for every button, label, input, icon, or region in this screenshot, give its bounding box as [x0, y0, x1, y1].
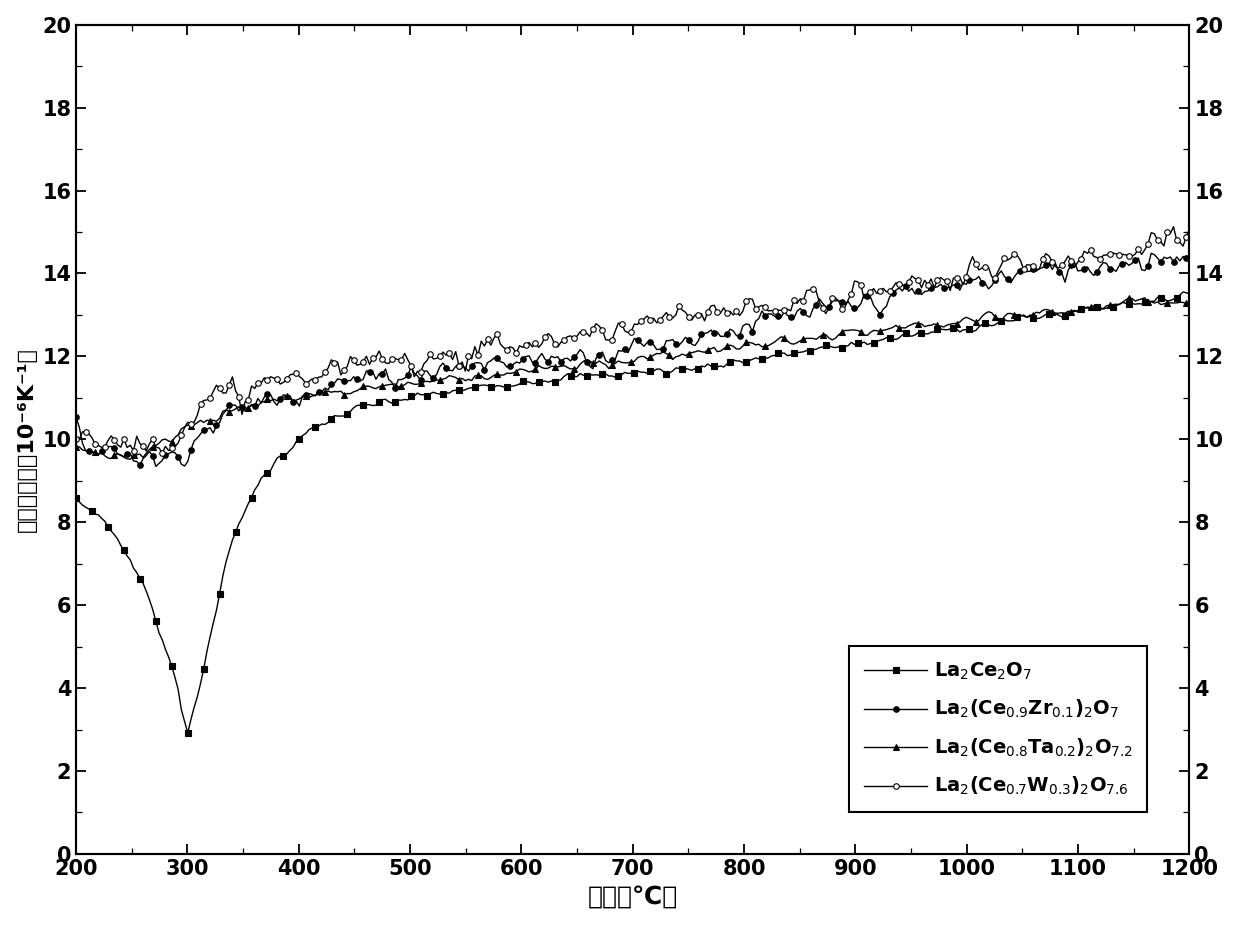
La$_2$(Ce$_{0.8}$Ta$_{0.2}$)$_2$O$_{7.2}$	[68, 442, 83, 453]
La$_2$Ce$_2$O$_7$	[585, 369, 600, 380]
Line: La$_2$Ce$_2$O$_7$: La$_2$Ce$_2$O$_7$	[73, 290, 1192, 735]
La$_2$Ce$_2$O$_7$	[368, 400, 383, 411]
La$_2$Ce$_2$O$_7$	[180, 727, 195, 738]
La$_2$(Ce$_{0.7}$W$_{0.3}$)$_2$O$_{7.6}$	[585, 323, 600, 334]
La$_2$(Ce$_{0.8}$Ta$_{0.2}$)$_2$O$_{7.2}$	[123, 453, 138, 464]
La$_2$Ce$_2$O$_7$	[68, 493, 83, 504]
La$_2$(Ce$_{0.7}$W$_{0.3}$)$_2$O$_{7.6}$	[1166, 221, 1180, 232]
La$_2$(Ce$_{0.7}$W$_{0.3}$)$_2$O$_{7.6}$	[155, 448, 170, 459]
La$_2$(Ce$_{0.8}$Ta$_{0.2}$)$_2$O$_{7.2}$	[665, 354, 680, 365]
La$_2$(Ce$_{0.7}$W$_{0.3}$)$_2$O$_{7.6}$	[368, 352, 383, 363]
La$_2$(Ce$_{0.9}$Zr$_{0.1}$)$_2$O$_7$	[1182, 249, 1197, 260]
La$_2$(Ce$_{0.8}$Ta$_{0.2}$)$_2$O$_{7.2}$	[729, 343, 744, 354]
Y-axis label: 热膨胀系数（10⁻⁶K⁻¹）: 热膨胀系数（10⁻⁶K⁻¹）	[16, 347, 37, 532]
La$_2$(Ce$_{0.8}$Ta$_{0.2}$)$_2$O$_{7.2}$	[368, 383, 383, 394]
La$_2$(Ce$_{0.9}$Zr$_{0.1}$)$_2$O$_7$	[68, 412, 83, 423]
La$_2$(Ce$_{0.9}$Zr$_{0.1}$)$_2$O$_7$	[665, 334, 680, 345]
La$_2$(Ce$_{0.9}$Zr$_{0.1}$)$_2$O$_7$	[585, 364, 600, 375]
La$_2$Ce$_2$O$_7$	[665, 365, 680, 376]
Legend: La$_2$Ce$_2$O$_7$, La$_2$(Ce$_{0.9}$Zr$_{0.1}$)$_2$O$_7$, La$_2$(Ce$_{0.8}$Ta$_{: La$_2$Ce$_2$O$_7$, La$_2$(Ce$_{0.9}$Zr$_…	[849, 646, 1147, 812]
La$_2$(Ce$_{0.9}$Zr$_{0.1}$)$_2$O$_7$	[149, 461, 164, 472]
La$_2$(Ce$_{0.7}$W$_{0.3}$)$_2$O$_{7.6}$	[68, 434, 83, 445]
La$_2$Ce$_2$O$_7$	[1182, 289, 1197, 300]
La$_2$Ce$_2$O$_7$	[1137, 296, 1152, 307]
La$_2$(Ce$_{0.8}$Ta$_{0.2}$)$_2$O$_{7.2}$	[1137, 292, 1152, 303]
La$_2$Ce$_2$O$_7$	[729, 355, 744, 366]
La$_2$Ce$_2$O$_7$	[1169, 292, 1184, 303]
La$_2$Ce$_2$O$_7$	[1176, 287, 1190, 298]
La$_2$(Ce$_{0.7}$W$_{0.3}$)$_2$O$_{7.6}$	[1182, 223, 1197, 234]
La$_2$(Ce$_{0.9}$Zr$_{0.1}$)$_2$O$_7$	[1143, 248, 1158, 259]
Line: La$_2$(Ce$_{0.9}$Zr$_{0.1}$)$_2$O$_7$: La$_2$(Ce$_{0.9}$Zr$_{0.1}$)$_2$O$_7$	[73, 251, 1192, 469]
La$_2$(Ce$_{0.7}$W$_{0.3}$)$_2$O$_{7.6}$	[665, 313, 680, 324]
Line: La$_2$(Ce$_{0.8}$Ta$_{0.2}$)$_2$O$_{7.2}$: La$_2$(Ce$_{0.8}$Ta$_{0.2}$)$_2$O$_{7.2}…	[73, 295, 1192, 462]
La$_2$(Ce$_{0.7}$W$_{0.3}$)$_2$O$_{7.6}$	[729, 305, 744, 316]
La$_2$(Ce$_{0.9}$Zr$_{0.1}$)$_2$O$_7$	[729, 330, 744, 341]
La$_2$(Ce$_{0.8}$Ta$_{0.2}$)$_2$O$_{7.2}$	[1141, 297, 1156, 308]
La$_2$(Ce$_{0.7}$W$_{0.3}$)$_2$O$_{7.6}$	[1173, 237, 1188, 248]
X-axis label: 温度（℃）: 温度（℃）	[588, 884, 678, 908]
Line: La$_2$(Ce$_{0.7}$W$_{0.3}$)$_2$O$_{7.6}$: La$_2$(Ce$_{0.7}$W$_{0.3}$)$_2$O$_{7.6}$	[73, 224, 1192, 456]
La$_2$(Ce$_{0.8}$Ta$_{0.2}$)$_2$O$_{7.2}$	[585, 357, 600, 368]
La$_2$(Ce$_{0.8}$Ta$_{0.2}$)$_2$O$_{7.2}$	[1182, 297, 1197, 308]
La$_2$(Ce$_{0.9}$Zr$_{0.1}$)$_2$O$_7$	[1173, 255, 1188, 266]
La$_2$(Ce$_{0.8}$Ta$_{0.2}$)$_2$O$_{7.2}$	[1173, 297, 1188, 308]
La$_2$(Ce$_{0.9}$Zr$_{0.1}$)$_2$O$_7$	[1137, 265, 1152, 277]
La$_2$(Ce$_{0.9}$Zr$_{0.1}$)$_2$O$_7$	[368, 374, 383, 385]
La$_2$(Ce$_{0.7}$W$_{0.3}$)$_2$O$_{7.6}$	[1137, 244, 1152, 255]
